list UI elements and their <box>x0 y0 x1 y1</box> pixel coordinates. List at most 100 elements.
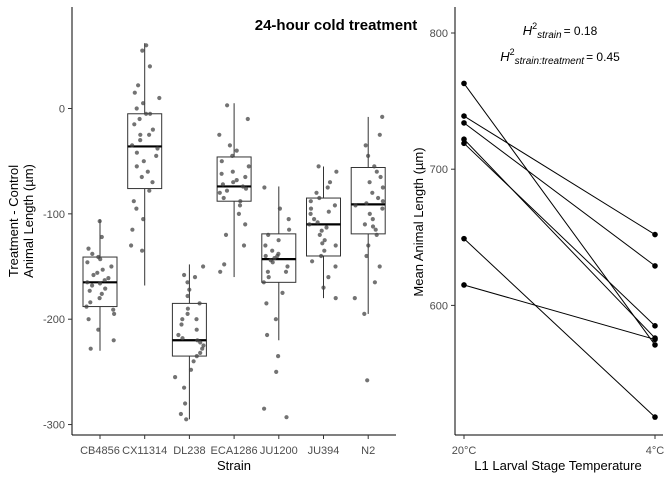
x-tick-label: 4°C <box>646 445 665 457</box>
data-point <box>378 174 383 180</box>
data-point <box>280 290 285 295</box>
points-n2 <box>352 114 385 383</box>
data-point <box>88 300 93 305</box>
data-point <box>312 217 317 222</box>
data-point <box>380 185 385 190</box>
data-point <box>95 270 100 275</box>
data-point <box>274 369 279 374</box>
data-point <box>367 180 372 185</box>
data-point <box>184 417 189 422</box>
data-point <box>334 169 339 174</box>
data-point <box>332 203 337 208</box>
data-point <box>147 64 152 69</box>
data-point <box>377 264 382 269</box>
point-20c <box>461 282 467 288</box>
data-point <box>319 228 324 233</box>
data-point <box>96 327 101 332</box>
data-point <box>270 248 275 253</box>
data-point <box>182 272 187 278</box>
data-point <box>237 203 243 208</box>
data-point <box>88 346 93 351</box>
data-point <box>90 283 95 288</box>
data-point <box>238 199 243 204</box>
data-point <box>325 185 330 190</box>
y-axis-title: Treatment - ControlAnimal Length (µm) <box>6 164 36 278</box>
data-point <box>176 332 181 338</box>
y-tick-label: 0 <box>59 104 65 116</box>
h2-value: = 0.18 <box>564 24 598 38</box>
data-point <box>85 260 90 265</box>
data-point <box>219 159 224 164</box>
h2-superscript: 2 <box>532 21 537 31</box>
data-point <box>129 243 134 248</box>
data-point <box>380 206 385 211</box>
x-tick-label: N2 <box>361 445 375 457</box>
point-4c <box>652 323 658 329</box>
data-point <box>373 227 378 232</box>
data-point <box>141 101 146 106</box>
data-point <box>191 359 196 364</box>
box-iqr <box>171 302 207 357</box>
box-iqr <box>216 156 252 202</box>
y-axis-title-line1: Treatment - Control <box>6 165 21 277</box>
data-point <box>86 246 91 251</box>
y-tick-label: -100 <box>43 209 65 221</box>
data-point <box>227 143 232 148</box>
data-point <box>100 267 105 272</box>
data-point <box>333 243 338 248</box>
data-point <box>111 338 116 343</box>
point-4c <box>652 263 658 269</box>
data-point <box>192 275 198 280</box>
data-point <box>134 106 139 111</box>
data-point <box>138 138 143 143</box>
data-point <box>372 164 377 169</box>
point-20c <box>461 235 467 242</box>
data-point <box>154 153 159 158</box>
data-point <box>201 264 206 269</box>
point-20c <box>461 120 467 126</box>
strain-line <box>461 80 658 348</box>
h2-subscript: strain:treatment <box>515 56 586 67</box>
data-point <box>266 275 271 280</box>
data-point <box>155 146 160 151</box>
data-point <box>185 306 190 311</box>
data-point <box>241 243 247 248</box>
data-point <box>185 293 190 299</box>
data-point <box>148 111 153 116</box>
data-point <box>326 275 331 280</box>
data-point <box>98 257 103 262</box>
data-point <box>266 232 271 237</box>
h2-strain-annotation: H2strain = 0.18 <box>523 21 598 41</box>
strain-line <box>461 140 658 329</box>
strain-line <box>461 235 658 420</box>
data-point <box>182 385 187 390</box>
data-point <box>134 164 139 169</box>
data-point <box>283 269 289 274</box>
data-point <box>86 317 91 322</box>
point-4c <box>652 414 658 420</box>
data-point <box>308 206 314 211</box>
data-point <box>99 291 104 296</box>
data-point <box>246 164 251 169</box>
x-tick-label: ECA1286 <box>211 445 258 457</box>
y-tick-label: -300 <box>43 420 65 432</box>
data-point <box>317 232 322 237</box>
data-point <box>198 340 203 345</box>
data-point <box>366 243 371 248</box>
data-point <box>144 43 149 48</box>
x-tick-label: 20°C <box>452 445 477 457</box>
point-20c <box>461 136 467 143</box>
y-tick-label: 600 <box>430 300 448 312</box>
data-point <box>173 375 178 380</box>
points-dl238 <box>173 264 206 422</box>
data-point <box>307 222 312 227</box>
x-axis-title: L1 Larval Stage Temperature <box>474 458 641 473</box>
data-point <box>236 211 241 216</box>
data-point <box>183 401 188 406</box>
data-point <box>150 127 155 132</box>
data-point <box>326 209 331 214</box>
data-point <box>270 260 275 265</box>
strain-line <box>461 136 658 341</box>
data-point <box>132 90 137 95</box>
